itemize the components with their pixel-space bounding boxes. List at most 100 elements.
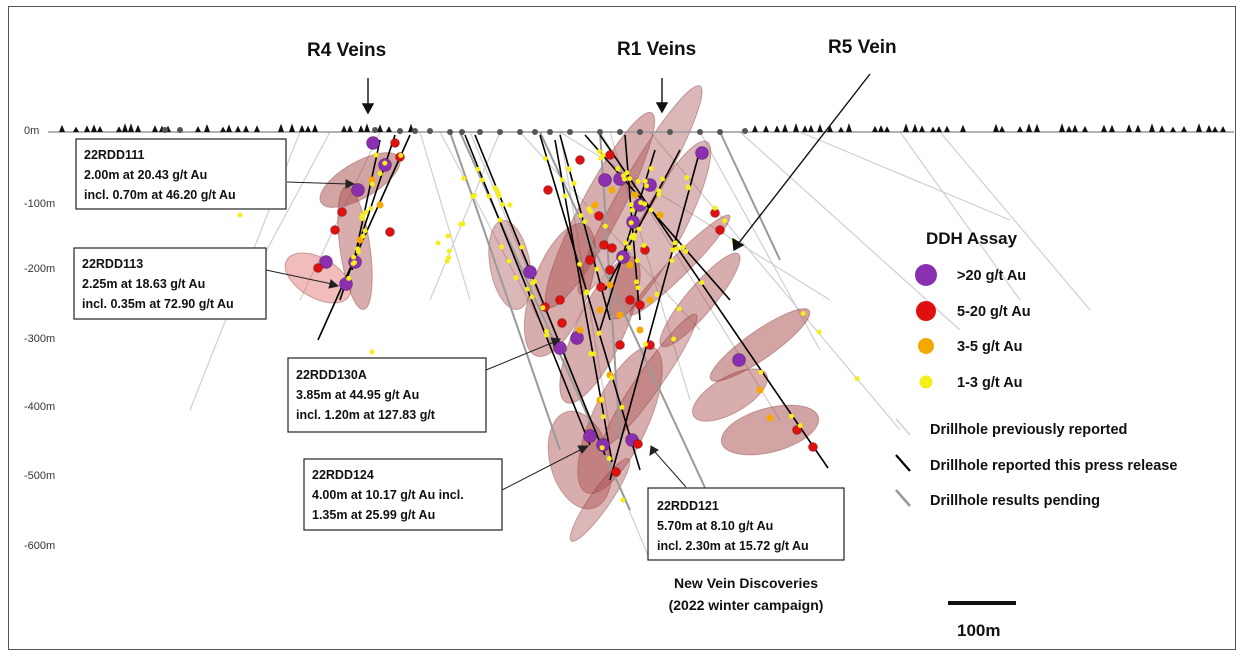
assay-dot: [351, 183, 365, 197]
tree-icon: [763, 125, 769, 132]
assay-dot: [524, 286, 530, 292]
assay-dot: [636, 226, 642, 232]
assay-dot: [676, 306, 682, 312]
leader-22rdd124: [501, 448, 583, 491]
assay-dot: [633, 439, 643, 449]
leader-22rdd113-head: [328, 279, 340, 289]
ground-surface: [48, 123, 1234, 135]
collar-marker: [177, 127, 183, 133]
assay-dot: [540, 305, 546, 311]
tree-icon: [884, 126, 890, 132]
pending-drillhole: [539, 131, 721, 521]
assay-dot: [543, 185, 553, 195]
legend-line-swatch-2: [895, 454, 911, 472]
legend-swatch-4: [919, 375, 933, 389]
assay-dot: [559, 177, 565, 183]
assay-dot: [596, 330, 602, 336]
tree-icon: [97, 126, 103, 132]
assay-dot: [562, 193, 568, 199]
collar-marker: [412, 128, 418, 134]
assay-dot: [497, 217, 503, 223]
tree-icon: [1109, 124, 1115, 132]
assay-dot: [523, 265, 537, 279]
tree-icon: [774, 125, 780, 132]
assay-dot: [620, 497, 626, 503]
assay-dot: [606, 281, 614, 289]
assay-dot: [684, 175, 690, 181]
assay-dot: [635, 300, 645, 310]
previous-drillhole: [519, 131, 701, 331]
callout-22rdd121-line-3: incl. 2.30m at 15.72 g/t Au: [657, 539, 809, 553]
tree-icon: [1026, 123, 1032, 132]
legend-drillhole-1: Drillhole previously reported: [930, 422, 1127, 438]
assay-dot: [609, 375, 615, 381]
assay-dot: [616, 311, 624, 319]
assay-dot: [513, 275, 519, 281]
assay-dot: [363, 209, 369, 215]
assay-dot: [368, 206, 374, 212]
callout-22rdd111-line-1: 22RDD111: [84, 148, 145, 162]
assay-dot: [626, 245, 632, 251]
tree-icon: [1126, 124, 1132, 132]
legend-swatch-2: [916, 301, 936, 321]
assay-dot: [355, 249, 361, 255]
legend-line-swatch-3: [895, 489, 911, 507]
assay-dot: [615, 166, 621, 172]
depth-tick-600: -600m: [24, 540, 55, 552]
tree-icon: [364, 123, 370, 132]
leader-22rdd121-head: [649, 445, 659, 456]
assay-dot: [599, 445, 605, 451]
tree-icon: [782, 123, 788, 132]
assay-dot: [369, 181, 375, 187]
tree-icon: [1196, 123, 1202, 132]
legend-title: DDH Assay: [926, 229, 1018, 248]
previous-drillhole: [939, 131, 1091, 311]
tree-icon: [872, 125, 878, 132]
depth-tick-100: -100m: [24, 198, 55, 210]
assay-dot: [578, 213, 584, 219]
previous-drillhole: [899, 131, 1021, 301]
assay-dot: [356, 236, 364, 244]
tree-icon: [358, 125, 364, 132]
scale-bar-label: 100m: [957, 621, 1000, 640]
callout-leaders: [265, 179, 687, 491]
assay-dot: [636, 326, 644, 334]
assay-dot: [445, 233, 451, 239]
assay-dot: [583, 429, 597, 443]
collar-marker: [597, 129, 603, 135]
collar-marker: [162, 127, 168, 133]
callout-22rdd113-line-2: 2.25m at 18.63 g/t Au: [82, 277, 205, 291]
tree-icon: [838, 126, 844, 132]
collar-marker: [697, 129, 703, 135]
assay-dot: [624, 170, 630, 176]
vein-shape: [692, 368, 768, 422]
assay-dot: [671, 336, 677, 342]
assay-dot: [605, 150, 615, 160]
assay-dot: [458, 221, 464, 227]
assay-dot: [373, 152, 379, 158]
assay-dot: [475, 166, 481, 172]
assay-dot: [642, 341, 648, 347]
tree-icon: [386, 126, 392, 132]
legend-swatch-3: [918, 338, 934, 354]
tree-icon: [878, 124, 884, 132]
callout-22rdd121-line-2: 5.70m at 8.10 g/t Au: [657, 519, 773, 533]
previous-drillhole: [799, 131, 1011, 221]
assay-dot: [619, 404, 625, 410]
tree-icon: [377, 124, 383, 132]
assay-dot: [607, 243, 617, 253]
assay-dot: [766, 414, 774, 422]
tree-icon: [235, 125, 241, 132]
tree-icon: [1220, 126, 1226, 132]
assay-dot: [596, 149, 602, 155]
tree-icon: [793, 123, 799, 132]
assay-dot: [620, 173, 626, 179]
tree-icon: [91, 124, 97, 132]
assay-dot: [444, 258, 450, 264]
assay-dot: [712, 205, 718, 211]
assay-dot: [628, 234, 634, 240]
assay-dot: [732, 353, 746, 367]
leader-22rdd113: [265, 269, 333, 285]
assay-dot: [369, 349, 375, 355]
legend-class-3: 3-5 g/t Au: [957, 339, 1023, 355]
